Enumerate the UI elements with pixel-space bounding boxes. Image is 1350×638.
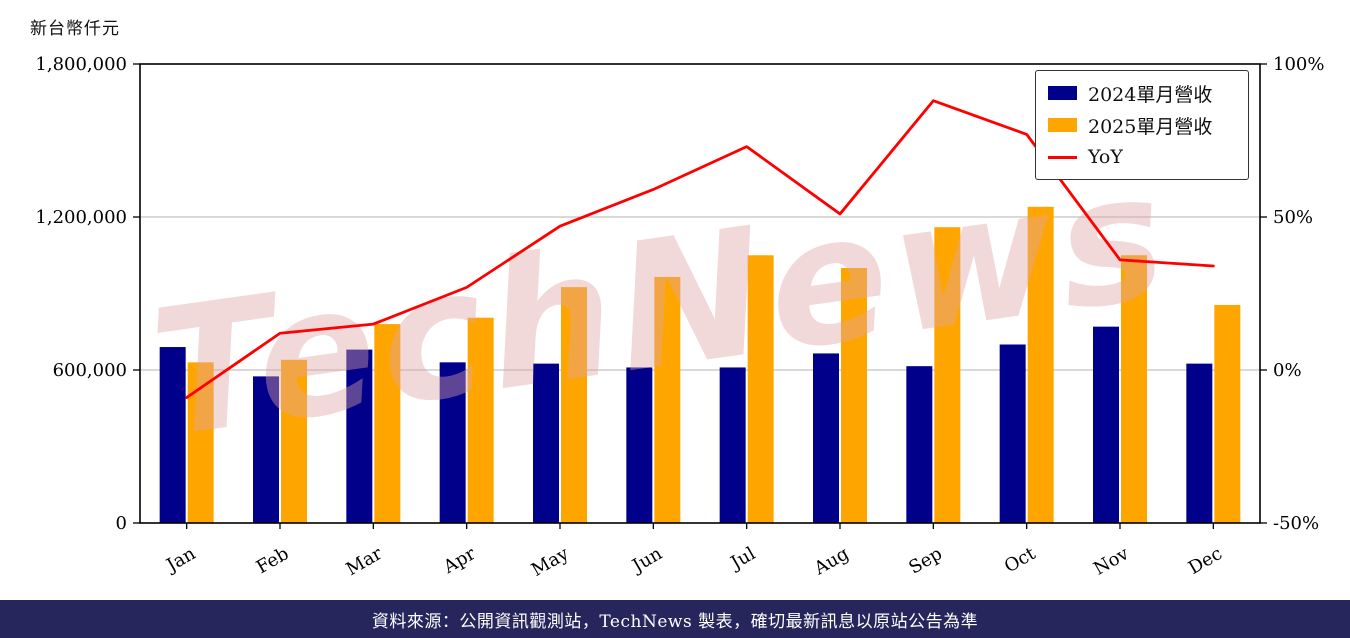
source-text: 資料來源：公開資訊觀測站，TechNews 製表，確切最新訊息以原站公告為準 [371,611,979,632]
svg-text:-50%: -50% [1273,513,1319,534]
legend-item-2025: 2025單月營收 [1048,112,1236,138]
svg-text:50%: 50% [1273,207,1313,228]
svg-text:Nov: Nov [1090,543,1133,580]
legend-swatch-2024 [1048,86,1077,100]
legend-swatch-2025 [1048,118,1077,132]
legend-label-yoy: YoY [1088,146,1123,168]
svg-text:Sep: Sep [905,543,945,578]
svg-text:1,200,000: 1,200,000 [35,207,127,228]
svg-text:Aug: Aug [810,543,853,580]
svg-text:Feb: Feb [253,543,293,578]
revenue-bar-line-chart: TechNews0600,0001,200,0001,800,000-50%0%… [35,54,1324,581]
legend-swatch-yoy-line [1048,155,1077,159]
legend-label-2024: 2024單月營收 [1088,83,1213,106]
svg-text:Apr: Apr [439,543,479,578]
legend-item-yoy: YoY [1048,144,1236,170]
svg-text:Jan: Jan [161,543,199,577]
svg-text:Dec: Dec [1185,543,1226,579]
svg-text:Jun: Jun [627,543,666,578]
svg-text:600,000: 600,000 [53,360,127,381]
chart-legend: 2024單月營收 2025單月營收 YoY [1035,70,1249,180]
svg-text:1,800,000: 1,800,000 [35,54,127,75]
legend-label-2025: 2025單月營收 [1088,115,1213,138]
svg-text:0: 0 [116,513,127,534]
source-footer: 資料來源：公開資訊觀測站，TechNews 製表，確切最新訊息以原站公告為準 [0,600,1350,638]
svg-text:Jul: Jul [726,543,760,575]
svg-text:Oct: Oct [1001,543,1040,578]
svg-text:Mar: Mar [343,543,387,580]
axis-unit-label: 新台幣仟元 [30,19,120,39]
svg-text:0%: 0% [1273,360,1302,381]
svg-text:May: May [528,543,573,581]
svg-text:100%: 100% [1273,54,1324,75]
legend-item-2024: 2024單月營收 [1048,80,1236,106]
